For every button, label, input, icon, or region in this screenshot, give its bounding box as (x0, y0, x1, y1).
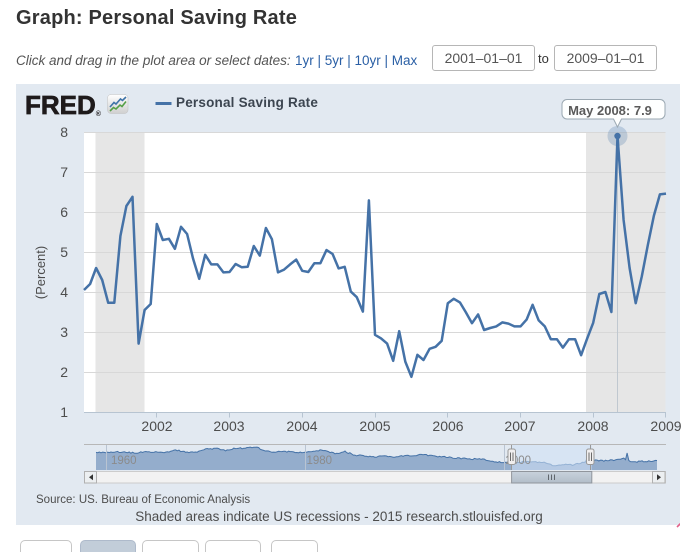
svg-text:1960: 1960 (111, 455, 137, 467)
svg-text:1980: 1980 (307, 455, 333, 467)
